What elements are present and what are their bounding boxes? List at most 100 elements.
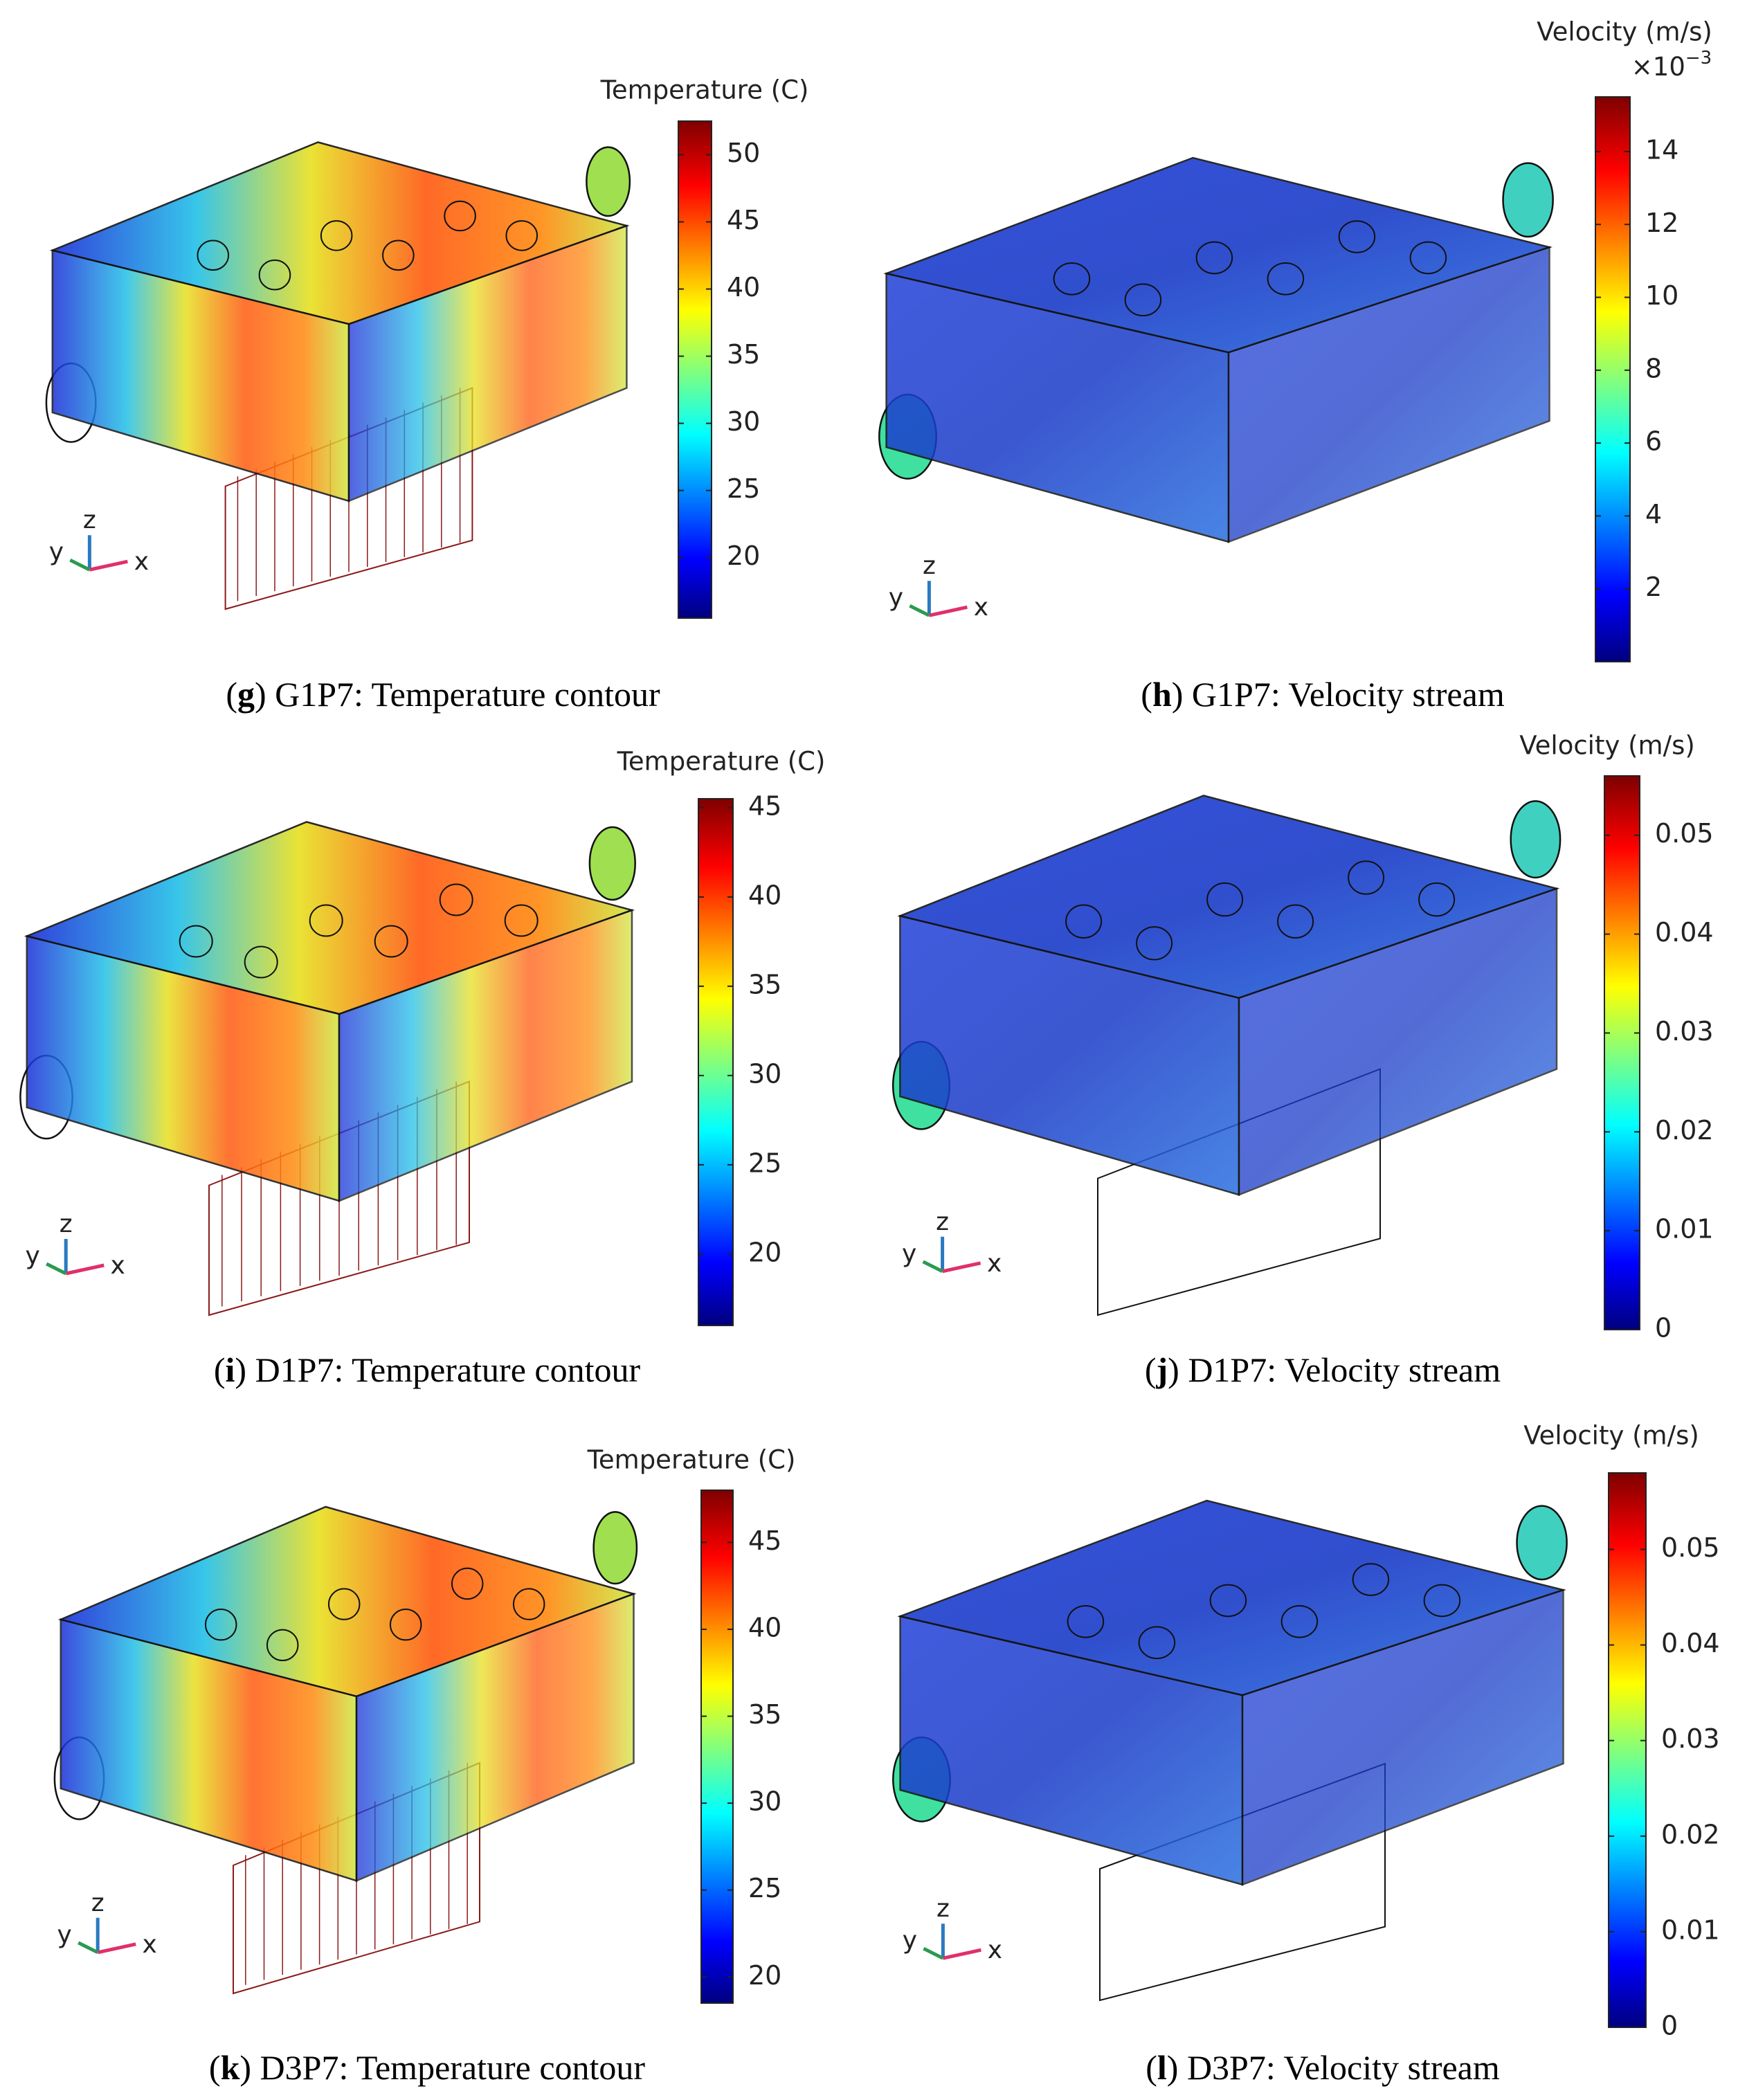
axis-x xyxy=(89,559,128,572)
colorbar-tick-label: 0.02 xyxy=(1661,1819,1720,1849)
hole xyxy=(374,925,408,958)
colorbar-title: Velocity (m/s) xyxy=(1537,17,1712,47)
axis-x xyxy=(97,1942,136,1955)
hole xyxy=(439,883,473,916)
colorbar-tick-label: 40 xyxy=(748,880,781,910)
caption-text: ) D3P7: Velocity stream xyxy=(1167,2048,1500,2087)
colorbar-tick-label: 50 xyxy=(727,138,760,168)
caption-open: ( xyxy=(214,1350,226,1389)
hole xyxy=(1206,882,1244,917)
axis-y xyxy=(69,558,91,572)
caption-open: ( xyxy=(1145,1350,1157,1389)
hole xyxy=(1348,860,1385,895)
axis-label: x xyxy=(987,1249,1002,1278)
colorbar-tick-label: 45 xyxy=(727,205,760,235)
axis-label: y xyxy=(903,1926,917,1955)
hole xyxy=(1409,241,1447,275)
caption-letter: j xyxy=(1156,1350,1168,1389)
colorbar-tick-label: 40 xyxy=(727,272,760,302)
hole xyxy=(1124,283,1162,317)
caption-text: ) G1P7: Temperature contour xyxy=(255,675,660,714)
render xyxy=(45,141,631,610)
colorbar-tick-label: 12 xyxy=(1645,208,1678,238)
axis-label: y xyxy=(57,1921,72,1949)
colorbar xyxy=(1595,96,1631,662)
colorbar-tick-label: 0.04 xyxy=(1661,1628,1720,1658)
multiplier-base: ×10 xyxy=(1631,52,1685,82)
caption: (j) D1P7: Velocity stream xyxy=(1145,1350,1501,1389)
hole xyxy=(1280,1605,1319,1638)
colorbar xyxy=(1604,775,1640,1330)
colorbar-tick-label: 0 xyxy=(1661,2011,1678,2041)
outlet xyxy=(592,1511,638,1585)
multiplier-exponent: −3 xyxy=(1685,48,1712,69)
axis-label: z xyxy=(60,1210,73,1238)
hole xyxy=(1209,1584,1247,1618)
caption-text: ) G1P7: Velocity stream xyxy=(1172,675,1505,714)
colorbar-tick-label: 8 xyxy=(1645,353,1662,383)
colorbar-tick-label: 30 xyxy=(727,406,760,437)
outlet xyxy=(586,146,631,217)
hole xyxy=(266,1629,299,1662)
hole xyxy=(504,904,538,937)
colorbar-tick-label: 35 xyxy=(748,969,781,999)
colorbar-tick-label: 0.05 xyxy=(1655,818,1714,849)
colorbar-tick-label: 45 xyxy=(748,790,781,821)
panel: yz x Temperature (C) 20 25 30 35 40 45 (k) D3P7: … xyxy=(53,1445,795,2087)
hole xyxy=(1053,262,1091,296)
hole xyxy=(1277,904,1314,939)
hole xyxy=(389,1609,422,1641)
colorbar-tick-label: 30 xyxy=(748,1058,781,1089)
colorbar xyxy=(1608,1472,1647,2028)
axis-label: y xyxy=(26,1242,40,1270)
panel: yz x Velocity (m/s) 0 0.01 0.02 0.03 0.04 0.05 (l… xyxy=(892,1421,1720,2087)
hole xyxy=(197,239,230,271)
colorbar xyxy=(700,1490,734,2004)
panel: yz x Velocity (m/s) 0 0.01 0.02 0.03 0.04 0.05 (j… xyxy=(891,731,1714,1389)
caption-open: ( xyxy=(1141,675,1152,714)
caption-letter: k xyxy=(221,2048,240,2087)
colorbar-tick-label: 0.01 xyxy=(1661,1915,1720,1945)
colorbar-tick-label: 45 xyxy=(748,1526,781,1556)
hole xyxy=(1418,882,1456,917)
axis-x xyxy=(942,1948,981,1960)
side-face xyxy=(355,1593,635,1883)
caption: (l) D3P7: Velocity stream xyxy=(1146,2048,1500,2087)
hole xyxy=(320,220,353,251)
axis-label: y xyxy=(49,538,64,566)
colorbar-tick-label: 0.01 xyxy=(1655,1214,1714,1244)
hole xyxy=(1138,1626,1176,1659)
colorbar-tick-label: 35 xyxy=(748,1699,781,1730)
colorbar-tick-label: 0.04 xyxy=(1655,917,1714,948)
caption-text: ) D1P7: Temperature contour xyxy=(235,1350,640,1389)
hole xyxy=(1136,926,1173,961)
colorbar-tick-label: 0.05 xyxy=(1661,1532,1720,1563)
colorbar-title: Temperature (C) xyxy=(600,75,809,105)
colorbar-tick-label: 4 xyxy=(1645,499,1662,529)
colorbar-tick-label: 20 xyxy=(727,541,760,571)
hole xyxy=(258,259,291,291)
colorbar-title: Temperature (C) xyxy=(617,747,826,777)
caption-open: ( xyxy=(209,2048,221,2087)
hole xyxy=(309,904,343,937)
colorbar-tick-label: 0.03 xyxy=(1661,1723,1720,1754)
colorbar-tick-label: 40 xyxy=(748,1612,781,1642)
colorbar-multiplier: ×10−3 xyxy=(1631,48,1712,82)
side-face xyxy=(1238,887,1558,1197)
colorbar-tick-label: 25 xyxy=(727,473,760,504)
colorbar-tick-label: 10 xyxy=(1645,280,1678,311)
colorbar xyxy=(698,798,734,1326)
axis-y xyxy=(923,1946,944,1960)
caption-letter: i xyxy=(226,1350,235,1389)
caption-letter: g xyxy=(237,675,255,714)
outlet xyxy=(1510,800,1562,879)
panel: yz x Temperature (C) 20 25 30 35 40 45 50 (g) G1P7… xyxy=(45,75,809,714)
colorbar xyxy=(678,120,712,619)
hole xyxy=(1067,1605,1105,1638)
axis-label: z xyxy=(83,506,96,534)
axis-label: z xyxy=(923,552,936,580)
colorbar-tick-label: 25 xyxy=(748,1148,781,1178)
colorbar-tick-label: 20 xyxy=(748,1237,781,1267)
hole xyxy=(1267,262,1305,296)
